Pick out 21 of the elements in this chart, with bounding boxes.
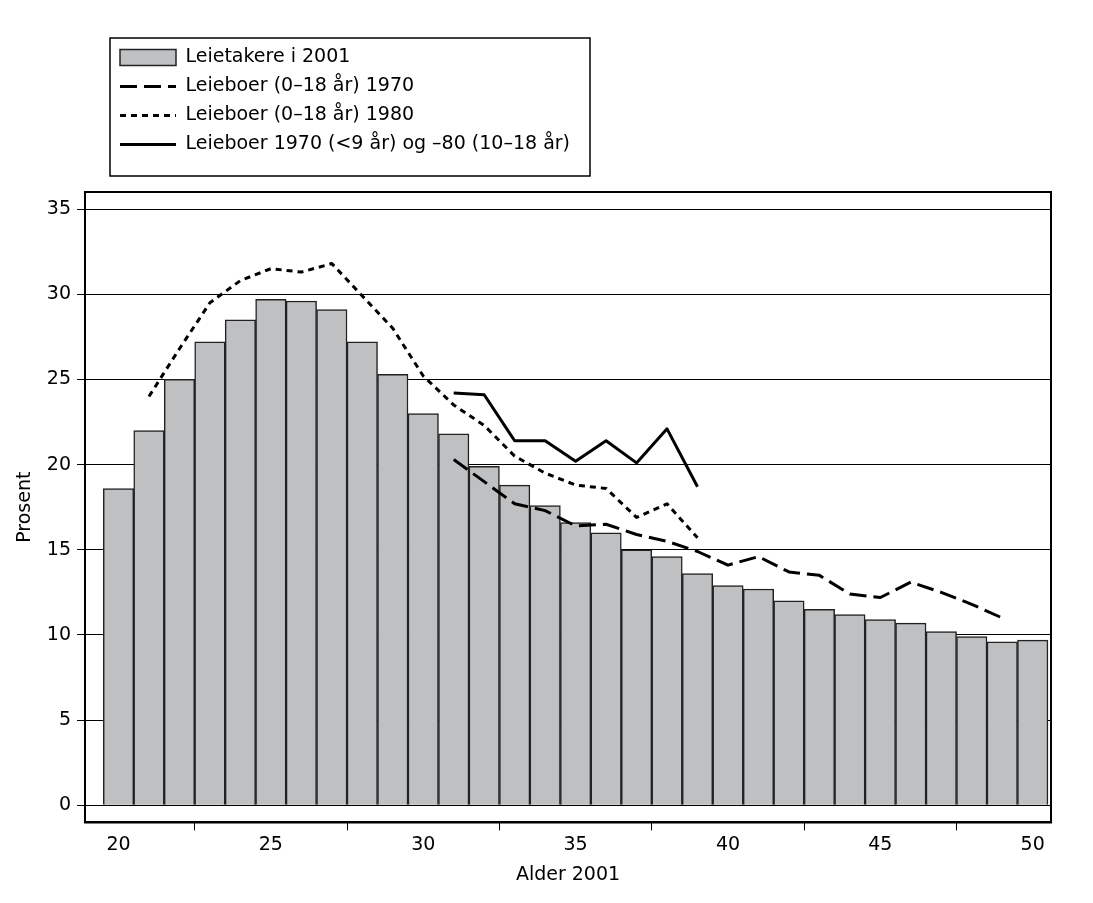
x-tick-label: 25 bbox=[258, 831, 283, 854]
x-tick-label: 30 bbox=[411, 831, 436, 854]
y-tick-label: 35 bbox=[46, 195, 71, 218]
x-tick-label: 50 bbox=[1020, 831, 1045, 854]
y-tick-label: 15 bbox=[46, 536, 71, 559]
legend-label: Leietakere i 2001 bbox=[185, 44, 351, 67]
y-axis-title: Prosent bbox=[12, 471, 35, 543]
y-tick-label: 30 bbox=[46, 281, 71, 304]
y-tick-label: 5 bbox=[58, 707, 71, 730]
x-axis-title: Alder 2001 bbox=[515, 861, 621, 884]
y-tick-label: 0 bbox=[58, 792, 71, 815]
legend-label: Leieboer 1970 (<9 år) og –80 (10–18 år) bbox=[185, 131, 571, 154]
y-tick-label: 25 bbox=[46, 366, 71, 389]
legend-label: Leieboer (0–18 år) 1970 bbox=[185, 73, 415, 96]
x-tick-label: 35 bbox=[563, 831, 588, 854]
y-tick-label: 20 bbox=[46, 451, 71, 474]
x-tick-label: 40 bbox=[715, 831, 741, 854]
legend-label: Leieboer (0–18 år) 1980 bbox=[185, 102, 415, 125]
y-tick-label: 10 bbox=[46, 621, 71, 644]
x-tick-label: 45 bbox=[868, 831, 893, 854]
x-tick-label: 20 bbox=[106, 831, 131, 854]
